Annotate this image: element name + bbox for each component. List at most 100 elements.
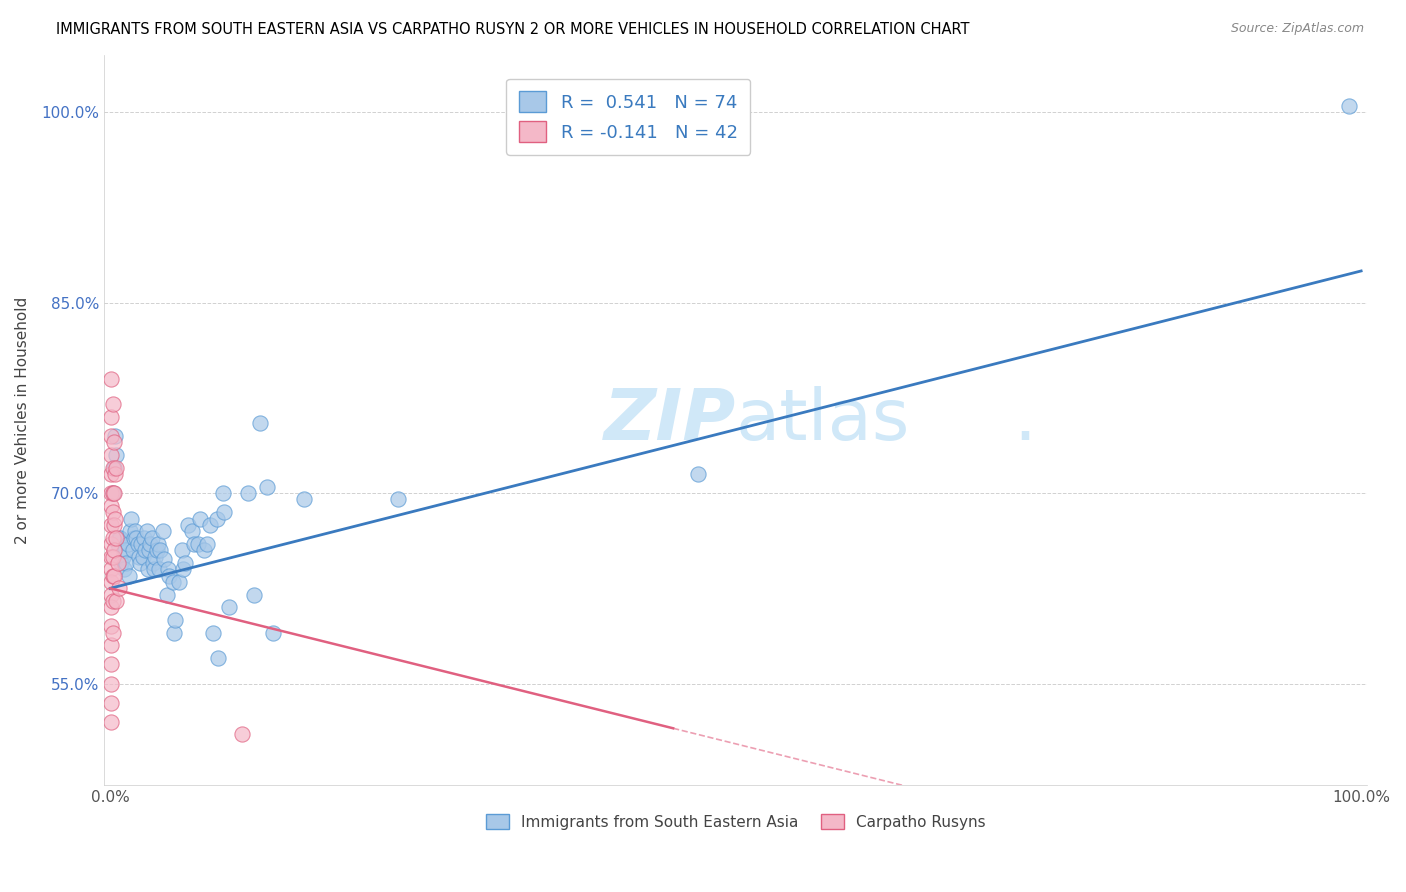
Point	[104, 467, 127, 481]
Point	[101, 486, 124, 500]
Point	[100, 409, 122, 424]
Point	[100, 537, 122, 551]
Point	[107, 537, 129, 551]
Text: .: .	[1014, 385, 1036, 455]
Point	[155, 588, 177, 602]
Point	[152, 524, 174, 539]
Point	[201, 625, 224, 640]
Point	[103, 543, 125, 558]
Y-axis label: 2 or more Vehicles in Household: 2 or more Vehicles in Household	[15, 296, 30, 544]
Point	[117, 537, 139, 551]
Point	[105, 460, 128, 475]
Point	[249, 417, 271, 431]
Point	[125, 531, 148, 545]
Point	[100, 549, 122, 564]
Point	[108, 582, 131, 596]
Point	[107, 556, 129, 570]
Point	[110, 531, 132, 545]
Point	[148, 562, 170, 576]
Point	[100, 574, 122, 589]
Point	[212, 505, 235, 519]
Point	[163, 625, 186, 640]
Point	[101, 505, 124, 519]
Point	[105, 594, 128, 608]
Point	[101, 594, 124, 608]
Point	[100, 600, 122, 615]
Point	[100, 714, 122, 729]
Point	[114, 543, 136, 558]
Point	[108, 531, 131, 545]
Point	[218, 600, 240, 615]
Point	[170, 543, 193, 558]
Point	[387, 492, 409, 507]
Point	[112, 562, 135, 576]
Point	[162, 574, 184, 589]
Point	[100, 619, 122, 633]
Point	[120, 524, 142, 539]
Point	[100, 588, 122, 602]
Point	[236, 486, 259, 500]
Point	[149, 543, 172, 558]
Point	[110, 556, 132, 570]
Point	[207, 651, 229, 665]
Point	[243, 588, 266, 602]
Point	[100, 696, 122, 710]
Point	[131, 537, 153, 551]
Point	[100, 499, 122, 513]
Point	[100, 448, 122, 462]
Point	[183, 537, 205, 551]
Point	[101, 531, 124, 545]
Point	[143, 562, 166, 576]
Point	[200, 517, 222, 532]
Point	[174, 556, 197, 570]
Point	[193, 543, 215, 558]
Point	[136, 562, 159, 576]
Point	[103, 517, 125, 532]
Point	[103, 435, 125, 450]
Point	[100, 467, 122, 481]
Point	[104, 511, 127, 525]
Point	[101, 568, 124, 582]
Point	[157, 568, 180, 582]
Point	[100, 486, 122, 500]
Point	[143, 549, 166, 564]
Point	[101, 625, 124, 640]
Point	[100, 429, 122, 443]
Point	[187, 537, 209, 551]
Point	[111, 549, 134, 564]
Point	[141, 531, 163, 545]
Point	[1337, 99, 1360, 113]
Point	[132, 531, 155, 545]
Point	[103, 460, 125, 475]
Point	[104, 429, 127, 443]
Point	[124, 524, 146, 539]
Point	[101, 486, 124, 500]
Point	[127, 537, 149, 551]
Point	[195, 537, 218, 551]
Point	[167, 574, 190, 589]
Point	[122, 531, 145, 545]
Point	[101, 460, 124, 475]
Point	[121, 543, 143, 558]
Point	[177, 517, 200, 532]
Point	[205, 511, 228, 525]
Point	[231, 727, 253, 741]
Point	[153, 552, 176, 566]
Point	[118, 568, 141, 582]
Point	[156, 562, 179, 576]
Point	[129, 556, 152, 570]
Point	[188, 511, 211, 525]
Point	[128, 549, 150, 564]
Point	[100, 639, 122, 653]
Point	[180, 524, 202, 539]
Point	[103, 568, 125, 582]
Point	[115, 556, 138, 570]
Text: IMMIGRANTS FROM SOUTH EASTERN ASIA VS CARPATHO RUSYN 2 OR MORE VEHICLES IN HOUSE: IMMIGRANTS FROM SOUTH EASTERN ASIA VS CA…	[56, 22, 970, 37]
Point	[100, 372, 122, 386]
Point	[262, 625, 284, 640]
Point	[101, 397, 124, 411]
Point	[172, 562, 194, 576]
Text: Source: ZipAtlas.com: Source: ZipAtlas.com	[1230, 22, 1364, 36]
Point	[211, 486, 233, 500]
Point	[256, 480, 278, 494]
